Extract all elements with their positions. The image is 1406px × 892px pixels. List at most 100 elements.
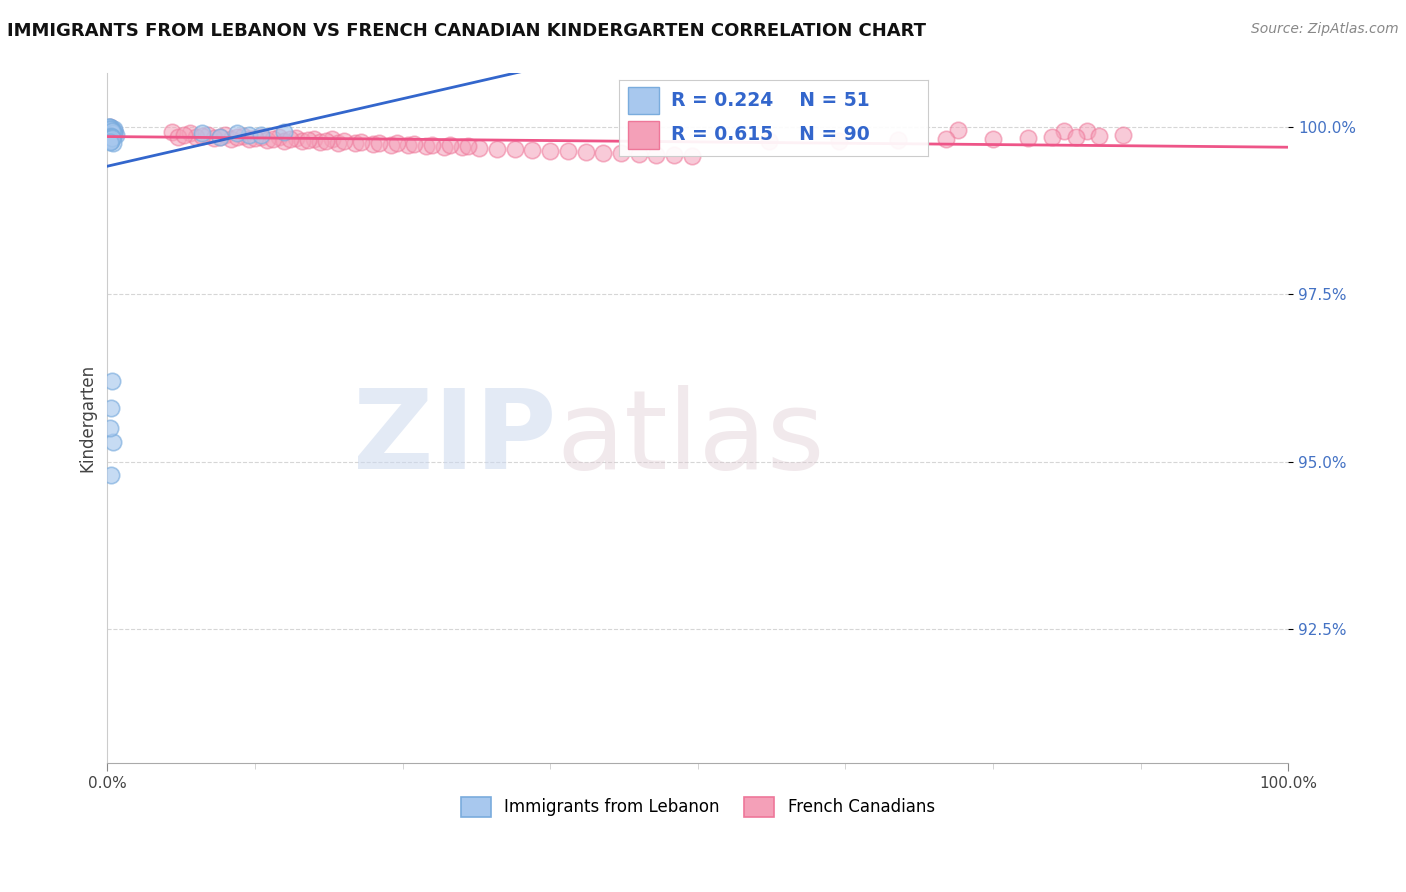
Point: [98, 120, 121, 135]
Point: [398, 138, 420, 153]
Point: [557, 145, 579, 159]
Point: [280, 132, 302, 146]
Point: [104, 128, 127, 142]
Point: [267, 130, 290, 145]
Point: [256, 133, 278, 147]
Point: [592, 145, 614, 160]
Bar: [628, 87, 659, 114]
Point: [101, 124, 124, 138]
Point: [97, 121, 120, 136]
Point: [103, 122, 125, 136]
Point: [101, 124, 124, 138]
Point: [503, 142, 526, 156]
Point: [191, 128, 214, 143]
Point: [486, 142, 509, 156]
Point: [103, 126, 125, 140]
Point: [103, 123, 125, 137]
Point: [285, 131, 308, 145]
Point: [100, 122, 122, 136]
Text: Source: ZipAtlas.com: Source: ZipAtlas.com: [1251, 22, 1399, 37]
Point: [98, 121, 121, 136]
Point: [101, 124, 124, 138]
Point: [103, 124, 125, 138]
Point: [433, 139, 456, 153]
Point: [103, 126, 125, 140]
Point: [238, 128, 260, 142]
Point: [98, 121, 121, 136]
Point: [179, 126, 201, 140]
Point: [191, 126, 214, 140]
Point: [309, 135, 332, 149]
Point: [100, 123, 122, 137]
Point: [100, 128, 122, 143]
Point: [97, 121, 120, 136]
Point: [627, 147, 650, 161]
Point: [103, 126, 125, 140]
Point: [100, 127, 122, 141]
Point: [468, 141, 491, 155]
Point: [538, 144, 561, 158]
Point: [103, 123, 125, 137]
Point: [173, 128, 195, 142]
Point: [226, 126, 249, 140]
Point: [350, 135, 373, 149]
Point: [935, 132, 957, 146]
Point: [100, 120, 122, 135]
Point: [103, 126, 125, 140]
Point: [1076, 124, 1098, 138]
Point: [681, 149, 703, 163]
Point: [1053, 123, 1076, 137]
Point: [450, 140, 472, 154]
Point: [404, 136, 426, 151]
Point: [101, 126, 124, 140]
Point: [101, 123, 124, 137]
Point: [98, 122, 121, 136]
Point: [103, 127, 125, 141]
Point: [98, 131, 121, 145]
Point: [202, 131, 225, 145]
Point: [98, 122, 121, 136]
Point: [214, 128, 236, 143]
Point: [887, 133, 910, 147]
Point: [98, 120, 121, 135]
Point: [98, 421, 121, 435]
Point: [262, 131, 284, 145]
Point: [97, 120, 120, 135]
Text: R = 0.224    N = 51: R = 0.224 N = 51: [671, 91, 870, 111]
Point: [98, 124, 121, 138]
Point: [574, 145, 596, 159]
Point: [101, 126, 124, 140]
Point: [226, 130, 249, 145]
Point: [100, 126, 122, 140]
Y-axis label: Kindergarten: Kindergarten: [79, 364, 96, 472]
Point: [208, 129, 231, 144]
Point: [103, 126, 125, 140]
Point: [238, 132, 260, 146]
Point: [361, 136, 384, 151]
Point: [273, 125, 295, 139]
Text: IMMIGRANTS FROM LEBANON VS FRENCH CANADIAN KINDERGARTEN CORRELATION CHART: IMMIGRANTS FROM LEBANON VS FRENCH CANADI…: [7, 22, 927, 40]
Point: [100, 468, 122, 483]
Point: [103, 123, 125, 137]
Text: ZIP: ZIP: [353, 385, 555, 492]
Point: [981, 131, 1004, 145]
Point: [662, 148, 685, 162]
Point: [302, 131, 325, 145]
Point: [332, 134, 354, 148]
Point: [828, 134, 851, 148]
Point: [1112, 128, 1135, 143]
Point: [100, 134, 122, 148]
Point: [100, 123, 122, 137]
Point: [221, 131, 243, 145]
Point: [291, 134, 314, 148]
Legend: Immigrants from Lebanon, French Canadians: Immigrants from Lebanon, French Canadian…: [454, 790, 942, 824]
Point: [420, 137, 443, 152]
Point: [273, 134, 295, 148]
Point: [326, 136, 349, 150]
Point: [103, 434, 125, 449]
Point: [167, 129, 190, 144]
Point: [184, 130, 207, 145]
Point: [101, 125, 124, 139]
Point: [100, 128, 122, 142]
Point: [100, 401, 122, 415]
